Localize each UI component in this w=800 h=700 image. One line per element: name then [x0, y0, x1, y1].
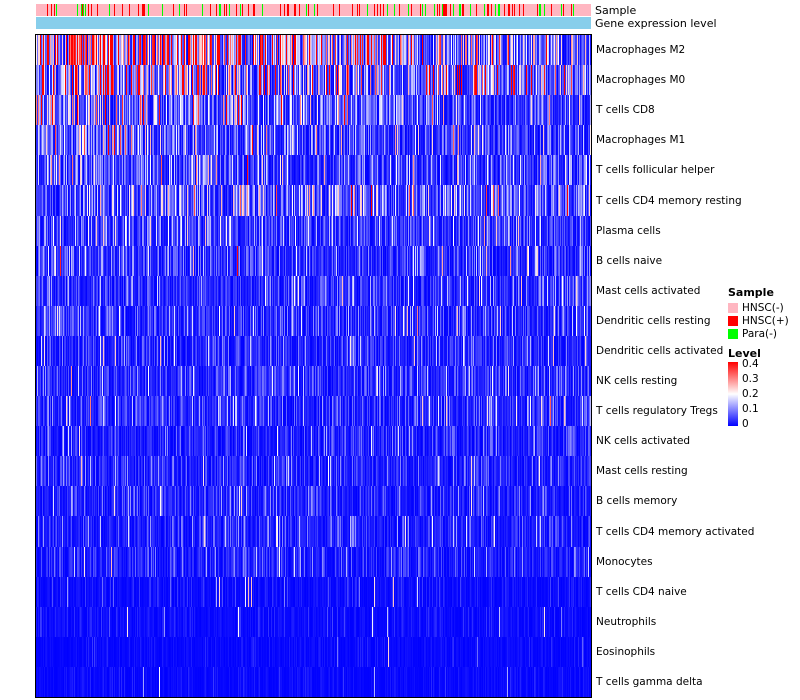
row-label: Neutrophils — [596, 615, 657, 628]
gene-expression-annotation-label: Gene expression level — [595, 16, 717, 30]
level-tick: 0.2 — [742, 387, 759, 400]
row-label: Dendritic cells resting — [596, 314, 711, 327]
row-label: T cells CD4 memory activated — [596, 525, 755, 538]
row-label: T cells regulatory Tregs — [596, 405, 718, 418]
para-neg-label: Para(-) — [742, 327, 778, 340]
row-label: T cells CD4 naive — [596, 585, 687, 598]
row-label: Macrophages M2 — [596, 44, 686, 57]
hnsc-neg-label: HNSC(-) — [742, 301, 784, 314]
row-label: Mast cells resting — [596, 465, 688, 478]
row-dendrogram — [4, 35, 34, 697]
row-label: B cells naive — [596, 254, 663, 267]
gene-expression-annotation-bar — [36, 17, 591, 29]
legend-level-title: Level — [728, 347, 761, 360]
level-tick: 0 — [742, 417, 749, 430]
row-label: NK cells activated — [596, 435, 691, 448]
level-gradient — [728, 362, 738, 426]
row-label: T cells follicular helper — [596, 164, 715, 177]
level-tick: 0.4 — [742, 358, 759, 370]
hnsc-pos-swatch — [728, 315, 738, 326]
row-label: T cells CD4 memory resting — [596, 194, 742, 207]
heatmap-canvas — [35, 34, 592, 698]
row-label: Macrophages M0 — [596, 74, 686, 87]
legend-item-hnsc-pos: HNSC(+) — [728, 314, 789, 327]
legend-item-hnsc-neg: HNSC(-) — [728, 301, 789, 314]
sample-annotation-bar — [36, 4, 591, 16]
row-label: Plasma cells — [596, 224, 661, 237]
row-label: T cells CD8 — [596, 104, 655, 117]
row-label: Eosinophils — [596, 645, 656, 658]
row-labels: Macrophages M2 Macrophages M0 T cells CD8 M… — [596, 35, 796, 697]
level-colorbar: 0.4 0.3 0.2 0.1 0 — [728, 359, 789, 429]
row-label: NK cells resting — [596, 375, 678, 388]
row-label: Mast cells activated — [596, 284, 701, 297]
row-label: T cells gamma delta — [596, 676, 703, 689]
row-label: Monocytes — [596, 555, 653, 568]
hnsc-neg-swatch — [728, 302, 738, 313]
level-ticks: 0.4 0.3 0.2 0.1 0 — [742, 359, 759, 429]
row-label: Macrophages M1 — [596, 134, 686, 147]
sample-annotation-label: Sample — [595, 3, 637, 17]
hnsc-pos-label: HNSC(+) — [742, 314, 789, 327]
para-neg-swatch — [728, 328, 738, 339]
level-tick: 0.1 — [742, 402, 759, 415]
legend-item-para-neg: Para(-) — [728, 327, 789, 340]
row-label: Dendritic cells activated — [596, 344, 724, 357]
level-tick: 0.3 — [742, 372, 759, 385]
legend: Sample HNSC(-) HNSC(+) Para(-) Level 0.4… — [728, 286, 789, 429]
legend-sample-title: Sample — [728, 286, 774, 299]
row-label: B cells memory — [596, 495, 678, 508]
